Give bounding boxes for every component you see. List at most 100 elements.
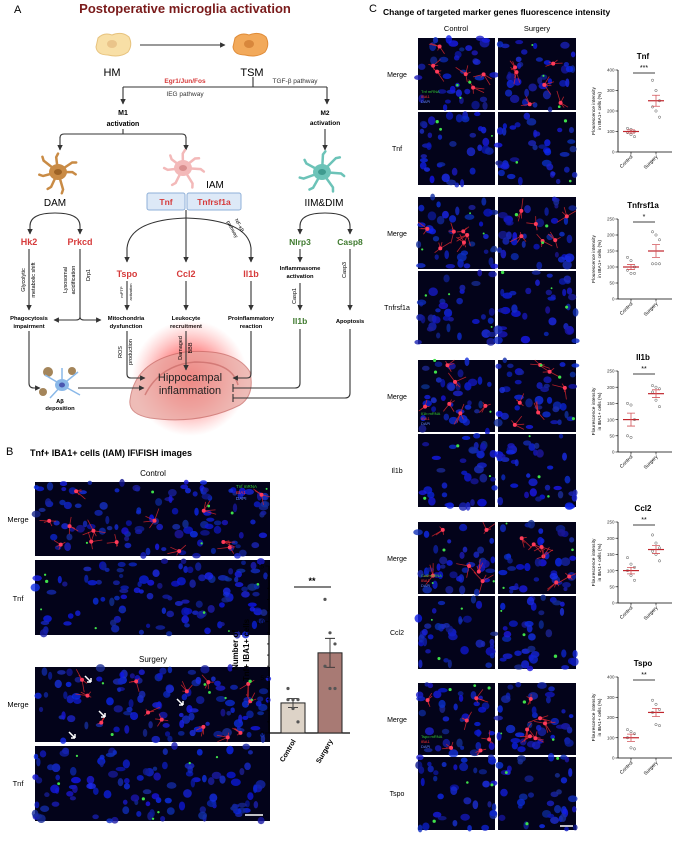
dapi-nucleus <box>544 139 551 147</box>
dapi-nucleus <box>181 607 190 617</box>
dapi-nucleus <box>108 770 118 778</box>
control-merge-image-tnfrsf1a <box>415 193 499 269</box>
dapi-nucleus <box>48 671 53 680</box>
dapi-nucleus <box>453 55 460 61</box>
data-point <box>654 541 658 545</box>
dapi-nucleus <box>420 315 426 324</box>
dapi-nucleus <box>138 669 145 676</box>
dapi-nucleus <box>241 560 246 566</box>
y-tick-label: 200 <box>607 385 615 390</box>
dapi-nucleus <box>75 610 81 617</box>
dapi-nucleus <box>491 803 497 811</box>
dapi-nucleus <box>531 706 537 715</box>
production-label: production <box>128 339 134 365</box>
dapi-nucleus <box>562 452 567 461</box>
dapi-nucleus <box>428 496 436 506</box>
dapi-nucleus <box>260 510 267 516</box>
dapi-nucleus <box>234 576 239 583</box>
dapi-nucleus <box>414 75 423 81</box>
y-tick-label: 0 <box>612 297 615 302</box>
dapi-nucleus <box>198 811 208 820</box>
mrna-signal <box>500 609 503 612</box>
dapi-nucleus <box>186 704 193 714</box>
x-tick-label: Surgery <box>315 738 334 765</box>
dapi-nucleus <box>509 157 520 162</box>
dapi-nucleus <box>521 660 530 669</box>
dapi-nucleus <box>510 737 521 744</box>
dapi-nucleus <box>501 474 506 481</box>
dapi-nucleus <box>126 707 133 712</box>
glycolytic-label: Glycolytic <box>21 268 27 292</box>
mrna-signal <box>468 80 472 84</box>
dapi-nucleus <box>520 335 531 344</box>
dapi-nucleus <box>105 515 110 525</box>
dapi-nucleus <box>563 61 570 67</box>
mrna-signal <box>442 548 446 552</box>
x-tick-label: Control <box>619 605 635 621</box>
mrna-signal <box>265 487 268 490</box>
dapi-nucleus <box>467 400 472 406</box>
dapi-nucleus <box>471 280 481 286</box>
dapi-nucleus <box>179 719 185 729</box>
dapi-nucleus <box>561 665 570 670</box>
dapi-nucleus <box>46 482 54 491</box>
data-point <box>654 723 658 727</box>
dapi-nucleus <box>112 580 120 586</box>
dapi-nucleus <box>459 458 467 464</box>
mrna-signal <box>250 698 254 701</box>
mrna-signal <box>565 305 569 309</box>
dapi-nucleus <box>559 152 570 157</box>
y-tick-label: 400 <box>607 675 615 680</box>
dapi-nucleus <box>257 618 265 624</box>
arrow <box>185 217 254 263</box>
plot-title: Il1b <box>636 353 650 362</box>
iba1-cell <box>431 63 436 68</box>
dapi-nucleus <box>153 772 161 781</box>
dapi-nucleus <box>536 449 544 458</box>
iba1-cell <box>438 246 443 251</box>
dapi-nucleus <box>119 478 125 487</box>
data-point <box>658 115 661 119</box>
dapi-nucleus <box>118 573 124 579</box>
dapi-nucleus <box>569 145 577 153</box>
dapi-nucleus <box>437 688 448 693</box>
dapi-nucleus <box>539 824 546 829</box>
dapi-nucleus <box>489 643 495 649</box>
dapi-nucleus <box>557 256 566 263</box>
dapi-nucleus <box>499 657 507 662</box>
data-point <box>323 597 327 602</box>
dapi-nucleus <box>222 728 232 737</box>
iba1-cell <box>551 61 556 66</box>
abeta-label: Aβ <box>56 399 64 405</box>
data-point <box>658 559 661 563</box>
dapi-nucleus <box>129 711 139 721</box>
dapi-nucleus <box>459 47 465 52</box>
dapi-nucleus <box>478 769 488 775</box>
dapi-nucleus <box>532 144 538 151</box>
dapi-nucleus <box>43 691 49 698</box>
dapi-nucleus <box>496 127 504 135</box>
dapi-nucleus <box>247 602 257 607</box>
dapi-nucleus <box>418 709 426 717</box>
dapi-nucleus <box>257 696 264 702</box>
dapi-nucleus <box>461 435 471 441</box>
dapi-nucleus <box>436 215 445 225</box>
dapi-nucleus <box>565 65 574 73</box>
y-axis-label: in IBA1+ cells (%) <box>597 543 603 581</box>
dapi-nucleus <box>419 128 425 134</box>
dapi-nucleus <box>489 810 498 817</box>
dapi-nucleus <box>568 205 577 211</box>
mrna-signal <box>256 582 260 586</box>
dapi-nucleus <box>123 710 133 716</box>
iba1-cell <box>478 748 483 753</box>
dapi-nucleus <box>524 88 529 97</box>
dapi-nucleus <box>559 362 566 367</box>
dapi-nucleus <box>196 748 203 756</box>
surgery-tnfrsf1a-image <box>493 270 580 345</box>
dapi-nucleus <box>564 502 574 510</box>
dapi-nucleus <box>456 738 463 748</box>
y-axis-label: in IBA1+ cells (%) <box>597 92 603 130</box>
iba1-process <box>440 241 451 249</box>
dapi-nucleus <box>237 802 247 808</box>
dapi-nucleus <box>529 488 537 497</box>
